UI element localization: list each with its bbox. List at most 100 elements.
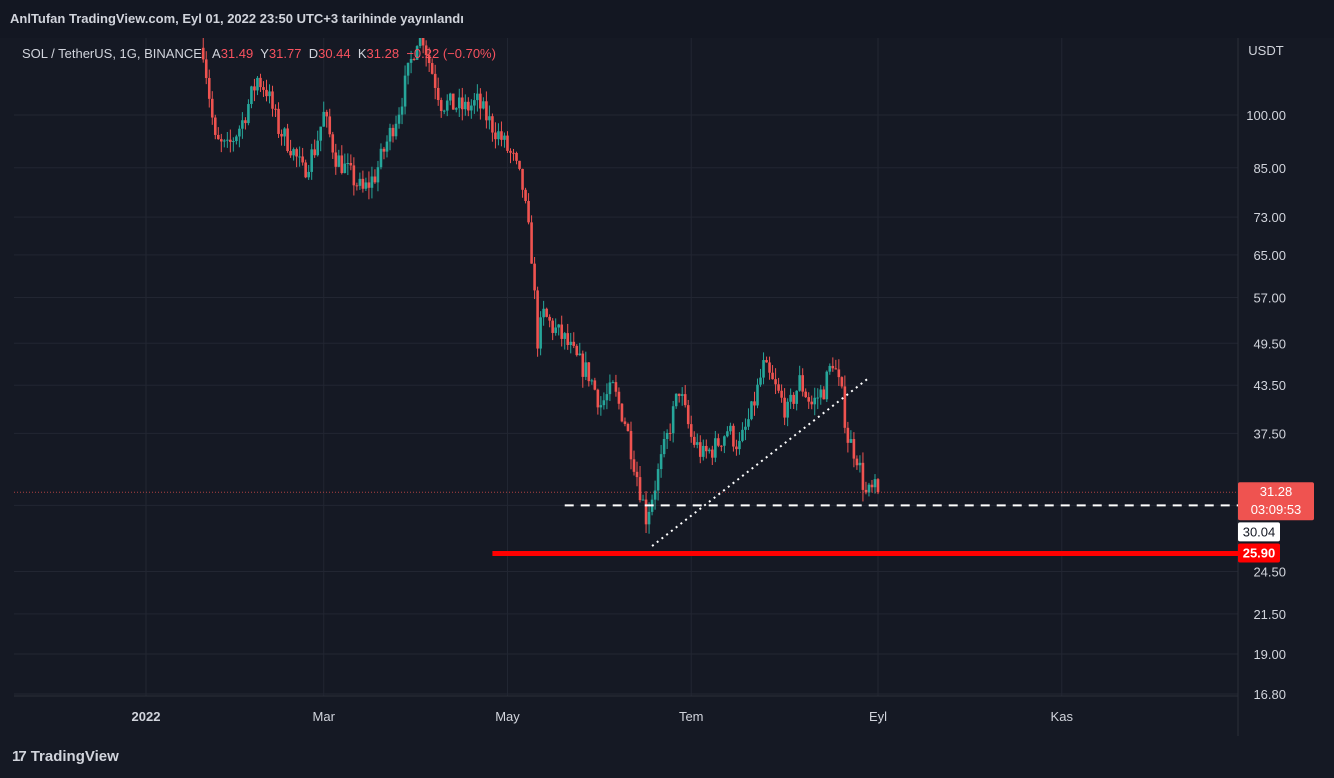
candle-body bbox=[454, 108, 458, 110]
candle-body bbox=[572, 341, 576, 346]
candle-body bbox=[656, 469, 660, 491]
candle-body bbox=[596, 389, 600, 408]
price-axis-currency: USDT bbox=[1248, 43, 1283, 58]
close-label: K bbox=[357, 46, 367, 61]
candle-body bbox=[756, 384, 759, 406]
candle-body bbox=[735, 446, 738, 450]
candle-body bbox=[548, 316, 551, 321]
candle-body bbox=[551, 320, 554, 333]
candle-body bbox=[801, 375, 804, 392]
candle-body bbox=[539, 317, 542, 349]
candle-body bbox=[223, 140, 226, 142]
bar-countdown: 03:09:53 bbox=[1251, 502, 1302, 517]
candle-body bbox=[858, 462, 862, 466]
candle-body bbox=[855, 458, 859, 466]
candle-body bbox=[427, 55, 431, 64]
candle-body bbox=[708, 449, 711, 452]
high-label: Y bbox=[260, 46, 269, 61]
candle-body bbox=[220, 139, 223, 142]
support-level-tag bbox=[1238, 522, 1280, 542]
candle-body bbox=[683, 394, 687, 406]
candle-body bbox=[506, 135, 509, 151]
tradingview-brand: TradingView bbox=[30, 747, 119, 765]
candle-body bbox=[575, 345, 579, 356]
candle-body bbox=[849, 439, 853, 443]
candle-body bbox=[704, 445, 708, 452]
price-axis-tick: 49.50 bbox=[1253, 336, 1286, 351]
candle-body bbox=[542, 308, 545, 318]
candle-body bbox=[331, 134, 335, 153]
price-axis-tick: 85.00 bbox=[1253, 161, 1286, 176]
candle-body bbox=[653, 490, 657, 500]
candle-body bbox=[464, 101, 467, 110]
candle-body bbox=[569, 341, 573, 345]
price-axis-tick: 100.00 bbox=[1246, 108, 1286, 123]
candle-body bbox=[786, 401, 789, 418]
tradingview-logo[interactable]: 17 TradingView bbox=[12, 746, 119, 766]
candle-body bbox=[262, 87, 265, 90]
candle-body bbox=[765, 360, 768, 363]
candle-body bbox=[741, 429, 744, 441]
candle-body bbox=[397, 114, 401, 124]
candle-body bbox=[825, 371, 829, 400]
candle-body bbox=[394, 123, 398, 137]
candle-body bbox=[789, 394, 792, 402]
candle-body bbox=[732, 425, 735, 447]
candle-body bbox=[328, 116, 332, 135]
candle-body bbox=[677, 393, 681, 396]
candle-body bbox=[304, 162, 307, 178]
candle-body bbox=[515, 152, 518, 161]
symbol-name[interactable]: SOL / TetherUS, 1G, BINANCE bbox=[22, 46, 202, 61]
rising-trendline[interactable] bbox=[651, 377, 870, 547]
candle-body bbox=[620, 403, 624, 422]
candle-body bbox=[876, 479, 880, 493]
candle-body bbox=[521, 168, 524, 190]
candle-body bbox=[307, 171, 310, 178]
major-support-tag bbox=[1238, 543, 1280, 563]
candle-body bbox=[846, 427, 850, 443]
candle-body bbox=[358, 178, 362, 186]
candle-body bbox=[319, 126, 323, 141]
candle-body bbox=[554, 327, 557, 333]
candle-body bbox=[701, 445, 705, 457]
last-price-tag bbox=[1238, 482, 1314, 521]
candle-body bbox=[494, 132, 497, 140]
candle-body bbox=[482, 101, 485, 109]
price-axis-tick: 21.50 bbox=[1253, 607, 1286, 622]
candle-body bbox=[714, 438, 717, 458]
candle-body bbox=[271, 91, 274, 109]
candle-body bbox=[433, 73, 437, 88]
candle-body bbox=[870, 484, 874, 488]
candle-body bbox=[867, 484, 871, 493]
candle-body bbox=[337, 155, 341, 167]
candle-body bbox=[376, 167, 380, 183]
candle-body bbox=[415, 46, 419, 60]
candle-body bbox=[238, 128, 241, 137]
candle-body bbox=[442, 110, 446, 112]
candle-body bbox=[229, 139, 232, 142]
candle-body bbox=[738, 440, 741, 450]
candle-body bbox=[560, 324, 564, 339]
candle-body bbox=[283, 128, 286, 137]
candle-body bbox=[584, 362, 588, 377]
candle-body bbox=[563, 333, 567, 339]
candle-body bbox=[602, 400, 606, 406]
candle-body bbox=[476, 93, 479, 101]
candle-body bbox=[259, 77, 262, 88]
candle-body bbox=[816, 397, 820, 399]
candle-body bbox=[310, 149, 313, 172]
price-axis-tick: 57.00 bbox=[1253, 290, 1286, 305]
time-axis-tick: Eyl bbox=[869, 709, 887, 724]
candle-body bbox=[268, 91, 271, 97]
candle-body bbox=[593, 380, 597, 390]
time-axis-tick: May bbox=[495, 709, 520, 724]
candle-body bbox=[373, 176, 377, 183]
candle-body bbox=[509, 150, 512, 153]
candle-body bbox=[367, 182, 371, 188]
candle-body bbox=[406, 62, 410, 76]
candle-body bbox=[834, 368, 838, 370]
candle-body bbox=[861, 462, 865, 490]
candle-body bbox=[720, 445, 723, 447]
candle-body bbox=[470, 105, 473, 111]
